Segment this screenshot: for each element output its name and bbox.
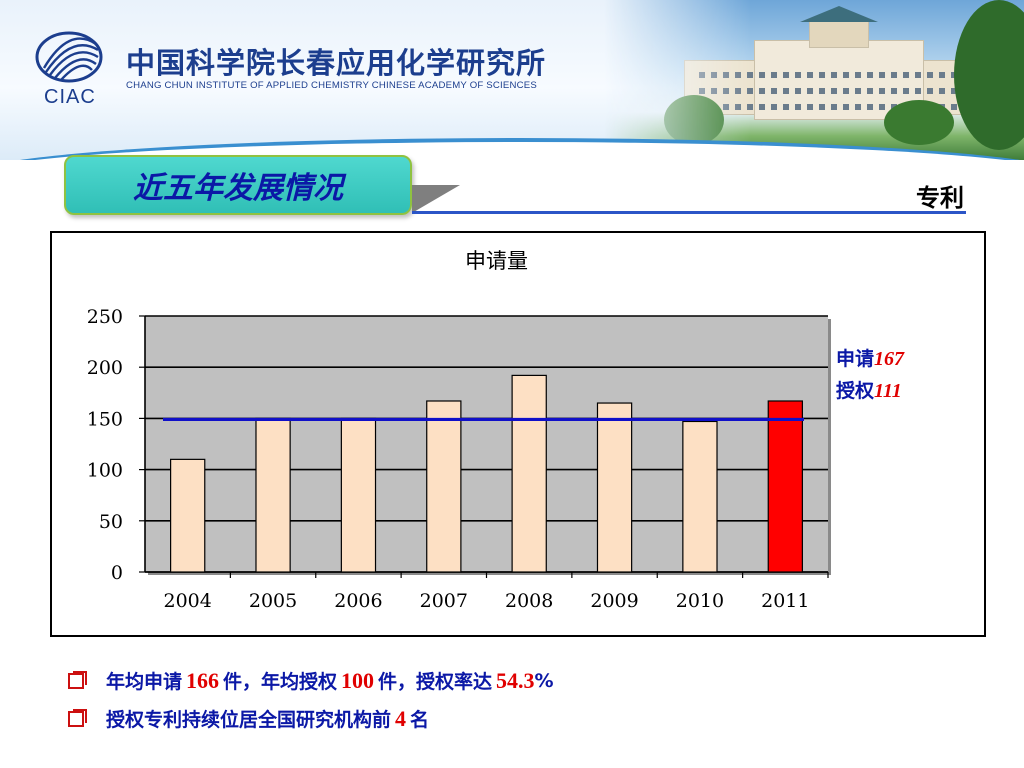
title-rule <box>412 211 966 214</box>
institute-name-en: CHANG CHUN INSTITUTE OF APPLIED CHEMISTR… <box>126 80 537 91</box>
y-tick-label: 0 <box>111 562 123 584</box>
apply-count-note: 申请167 <box>836 344 904 371</box>
bullet-number: 166 <box>186 667 220 693</box>
grant-label: 授权 <box>836 380 875 402</box>
grant-value: 111 <box>874 380 902 402</box>
logo-text: CIAC <box>44 86 96 108</box>
y-tick-label: 100 <box>87 460 123 482</box>
chart-title: 申请量 <box>465 249 528 273</box>
section-title-tab: 近五年发展情况 <box>64 155 412 215</box>
grant-count-note: 授权111 <box>836 376 902 403</box>
bullet-text: 年均申请 <box>106 671 183 693</box>
x-tick-label: 2005 <box>249 590 297 612</box>
campus-photo <box>604 0 1024 160</box>
page-subject: 专利 <box>916 184 964 212</box>
bar <box>170 458 206 573</box>
apply-value: 167 <box>874 348 905 370</box>
y-tick-label: 250 <box>87 306 123 328</box>
bullet-number: 4 <box>395 705 407 731</box>
x-tick-label: 2008 <box>505 590 553 612</box>
bullet-text: % <box>534 669 554 692</box>
bullet-text: 件，授权率达 <box>378 671 493 693</box>
chart-frame: 申请量 0 50 100 150 200 250 2004 2005 2006 2007 2008 20… <box>50 231 986 637</box>
header-banner: CIAC 中国科学院长春应用化学研究所 CHANG CHUN INSTITUTE… <box>0 0 1024 160</box>
bar <box>511 374 547 573</box>
bullet-item: 授权专利持续位居全国研究机构前 4 名 <box>68 705 429 732</box>
x-tick-label: 2006 <box>334 590 382 612</box>
plot-area <box>145 316 828 572</box>
ciac-logo-icon <box>35 31 103 83</box>
y-tick-label: 200 <box>87 357 123 379</box>
bullet-text: 名 <box>410 709 430 731</box>
x-tick-label: 2010 <box>676 590 724 612</box>
tab-tail <box>412 185 460 213</box>
bar-highlight <box>767 400 803 573</box>
bar <box>255 417 291 573</box>
institute-name-cn: 中国科学院长春应用化学研究所 <box>126 46 547 80</box>
x-tick-label: 2007 <box>420 590 468 612</box>
bullet-text: 授权专利持续位居全国研究机构前 <box>106 709 392 731</box>
x-tick-label: 2011 <box>761 590 809 612</box>
section-title: 近五年发展情况 <box>133 171 343 206</box>
y-tick-label: 50 <box>99 511 123 533</box>
apply-label: 申请 <box>836 348 875 370</box>
bullet-item: 年均申请 166 件，年均授权 100 件，授权率达 54.3% <box>68 667 554 694</box>
bar-chart: 申请量 0 50 100 150 200 250 2004 2005 2006 2007 2008 20… <box>87 249 831 612</box>
bar <box>340 417 377 573</box>
bullet-text: 件，年均授权 <box>223 671 338 693</box>
x-tick-label: 2004 <box>164 590 212 612</box>
checkbox-bullet-icon <box>68 670 87 689</box>
bullet-number: 54.3 <box>496 667 535 693</box>
bullet-number: 100 <box>341 667 375 693</box>
bar <box>596 402 633 573</box>
bar <box>682 420 718 573</box>
y-tick-label: 150 <box>87 408 123 430</box>
bar <box>426 400 462 573</box>
x-tick-label: 2009 <box>590 590 638 612</box>
checkbox-bullet-icon <box>68 708 87 727</box>
